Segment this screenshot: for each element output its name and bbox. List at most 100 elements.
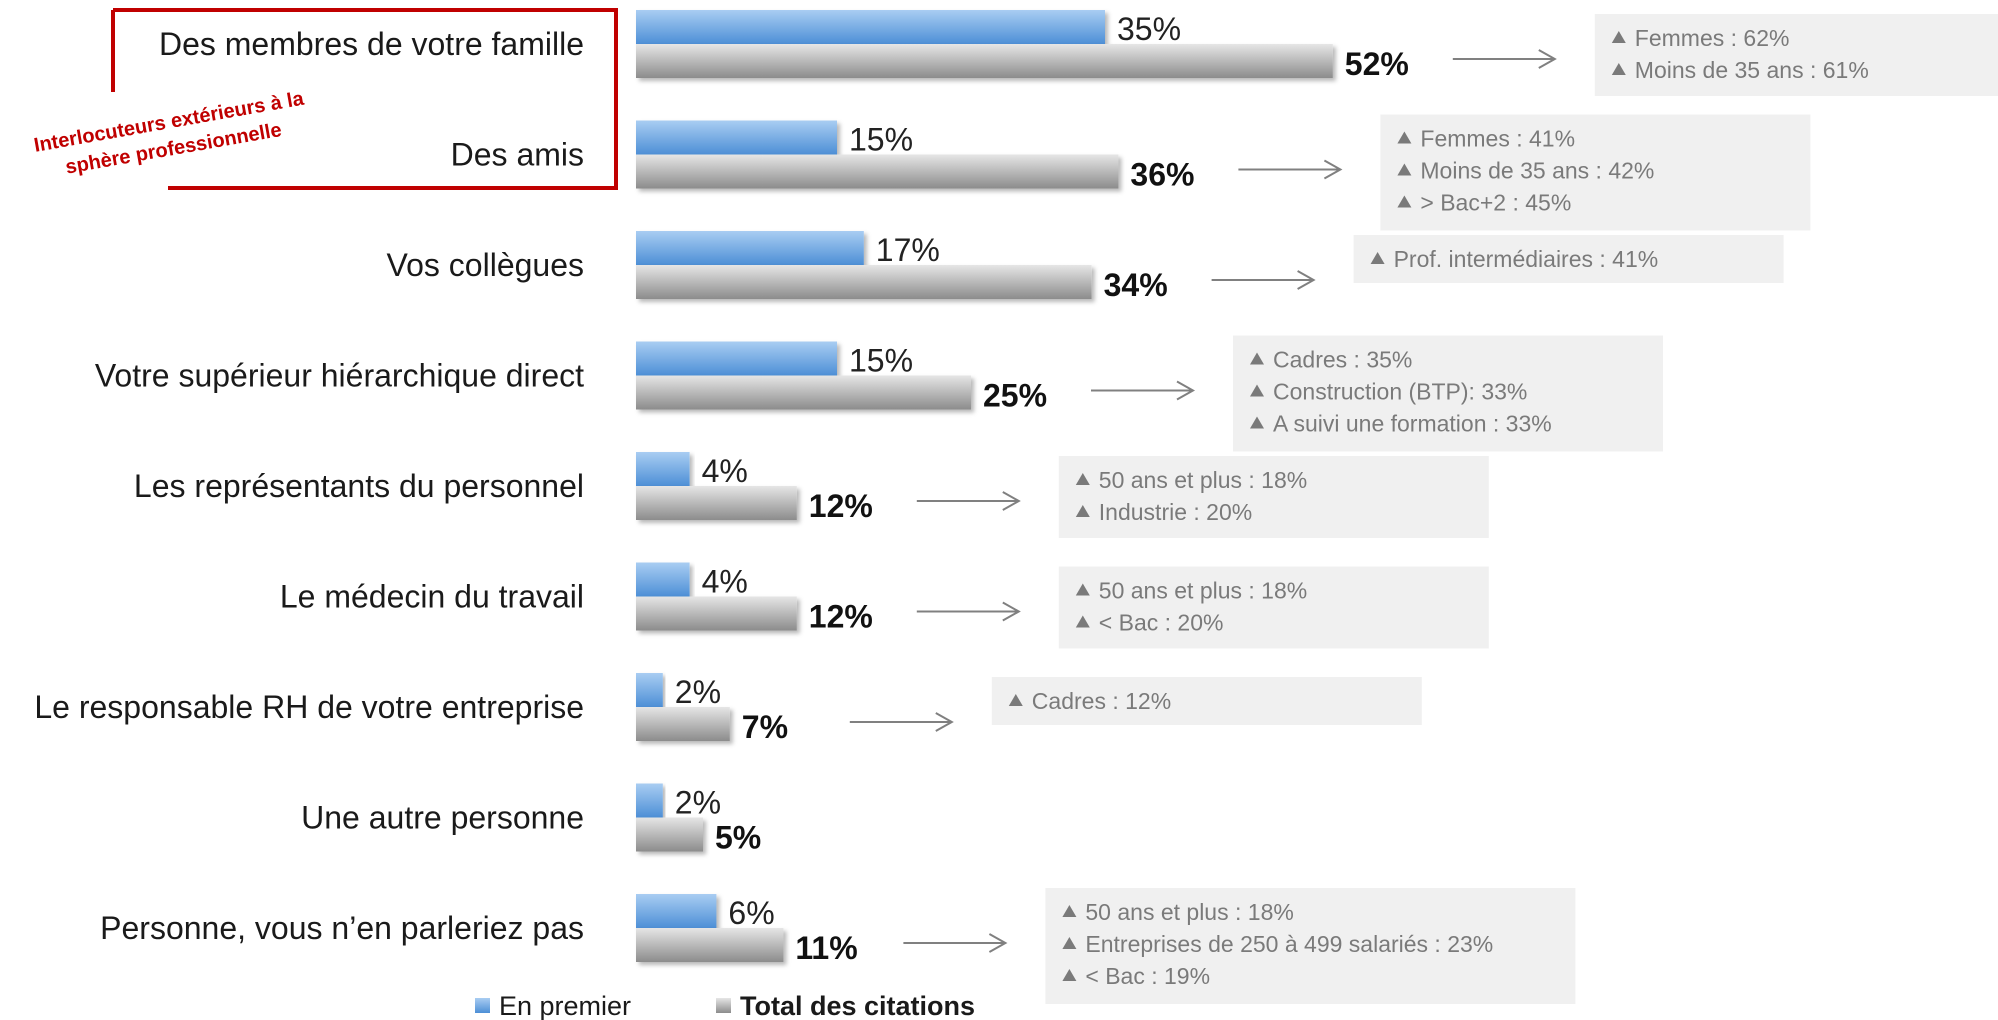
note-box	[1353, 235, 1784, 283]
data-label-total: 36%	[1130, 157, 1194, 193]
category-label: Des amis	[451, 137, 584, 173]
bar-en-premier	[636, 783, 663, 818]
note-line: Industrie : 20%	[1099, 499, 1252, 525]
bar-en-premier	[636, 10, 1105, 44]
arrow-head	[1538, 49, 1557, 69]
legend-swatch-first	[475, 998, 490, 1013]
note-box	[1045, 888, 1576, 1004]
up-triangle-icon	[1008, 694, 1023, 706]
arrow-head	[988, 933, 1008, 953]
up-triangle-icon	[1062, 937, 1077, 949]
data-label-en-premier: 2%	[675, 785, 721, 821]
bar-total	[636, 817, 703, 852]
data-label-total: 52%	[1345, 46, 1409, 82]
bar-en-premier	[636, 341, 837, 376]
up-triangle-icon	[1397, 195, 1412, 208]
legend: En premier Total des citations	[475, 991, 975, 1020]
category-label: Vos collègues	[387, 247, 584, 283]
legend-swatch-total	[716, 998, 731, 1013]
note-line: 50 ans et plus : 18%	[1099, 578, 1307, 604]
category-label: Le responsable RH de votre entreprise	[34, 689, 584, 725]
up-triangle-icon	[1075, 505, 1090, 517]
data-label-en-premier: 4%	[702, 453, 748, 489]
note-line: Entreprises de 250 à 499 salariés : 23%	[1085, 931, 1493, 957]
note-line: A suivi une formation : 33%	[1273, 411, 1552, 437]
data-label-en-premier: 6%	[728, 895, 774, 931]
data-label-en-premier: 35%	[1117, 11, 1181, 47]
data-label-total: 7%	[742, 709, 788, 745]
category-label: Personne, vous n’en parleriez pas	[100, 910, 584, 946]
up-triangle-icon	[1075, 615, 1090, 628]
bar-en-premier	[636, 231, 864, 265]
bar-row: Vos collègues 17% 34% Prof. intermédiaires …	[387, 231, 1784, 303]
arrow-head	[1002, 491, 1021, 511]
plot-area: Des membres de votre famille 35% 52% Femmes…	[34, 10, 1998, 1004]
bar-row: Votre supérieur hiérarchique direct 15% 25…	[95, 335, 1663, 452]
data-label-total: 11%	[795, 930, 857, 966]
category-label: Une autre personne	[301, 800, 584, 836]
note-line: > Bac+2 : 45%	[1420, 190, 1571, 216]
data-label-en-premier: 15%	[849, 343, 913, 379]
note-line: Femmes : 41%	[1420, 126, 1575, 152]
bar-en-premier	[636, 452, 690, 486]
arrow-head	[1176, 380, 1196, 401]
note-line: < Bac : 19%	[1085, 963, 1210, 989]
arrow-head	[1297, 270, 1316, 290]
bar-row: Le médecin du travail 4% 12% 50 ans et plus…	[280, 562, 1489, 649]
arrow-head	[1323, 159, 1343, 180]
note-line: Moins de 35 ans : 61%	[1635, 57, 1869, 83]
up-triangle-icon	[1062, 905, 1077, 917]
bar-total	[636, 707, 730, 741]
data-label-total: 34%	[1104, 267, 1168, 303]
note-line: Construction (BTP): 33%	[1273, 379, 1527, 405]
data-label-en-premier: 4%	[702, 564, 748, 600]
note-line: < Bac : 20%	[1099, 610, 1224, 636]
legend-label-total: Total des citations	[740, 991, 975, 1020]
category-label: Des membres de votre famille	[159, 26, 584, 62]
up-triangle-icon	[1397, 163, 1412, 176]
data-label-en-premier: 2%	[675, 674, 721, 710]
data-label-total: 25%	[983, 378, 1047, 414]
note-line: Cadres : 12%	[1032, 688, 1171, 714]
data-label-total: 12%	[809, 488, 873, 524]
up-triangle-icon	[1397, 131, 1412, 144]
bar-total	[636, 596, 797, 631]
bar-row: Des membres de votre famille 35% 52% Femmes…	[159, 10, 1998, 96]
category-label: Les représentants du personnel	[134, 468, 584, 504]
note-box	[1233, 335, 1663, 452]
up-triangle-icon	[1611, 63, 1626, 75]
note-box	[1058, 566, 1489, 649]
up-triangle-icon	[1370, 252, 1385, 264]
up-triangle-icon	[1062, 969, 1077, 981]
note-line: 50 ans et plus : 18%	[1085, 899, 1293, 925]
note-line: Femmes : 62%	[1635, 25, 1790, 51]
up-triangle-icon	[1250, 384, 1264, 397]
note-box	[1058, 456, 1489, 538]
data-label-total: 12%	[809, 599, 873, 635]
note-line: Cadres : 35%	[1273, 347, 1412, 373]
bar-total	[636, 928, 784, 962]
bar-total	[636, 375, 971, 410]
category-label: Le médecin du travail	[280, 579, 584, 615]
up-triangle-icon	[1611, 31, 1626, 43]
bar-row: Le responsable RH de votre entreprise 2% 7…	[34, 673, 1422, 745]
bar-row: Une autre personne 2%5%	[301, 783, 761, 856]
data-label-en-premier: 17%	[876, 232, 940, 268]
up-triangle-icon	[1075, 583, 1090, 596]
note-box	[1594, 14, 1998, 96]
callout-bracket	[113, 8, 618, 190]
bar-row: Les représentants du personnel 4% 12% 50 an…	[134, 452, 1489, 538]
bar-row: Personne, vous n’en parleriez pas 6% 11% 50…	[100, 888, 1576, 1004]
data-label-total: 5%	[715, 820, 761, 856]
bar-total	[636, 486, 797, 520]
bar-total	[636, 265, 1092, 299]
up-triangle-icon	[1075, 473, 1090, 485]
note-line: Prof. intermédiaires : 41%	[1394, 246, 1659, 272]
up-triangle-icon	[1250, 416, 1264, 429]
note-line: Moins de 35 ans : 42%	[1420, 158, 1654, 184]
note-box	[991, 677, 1422, 725]
bar-total	[636, 154, 1119, 189]
note-box	[1380, 114, 1811, 231]
category-label: Votre supérieur hiérarchique direct	[95, 358, 584, 394]
